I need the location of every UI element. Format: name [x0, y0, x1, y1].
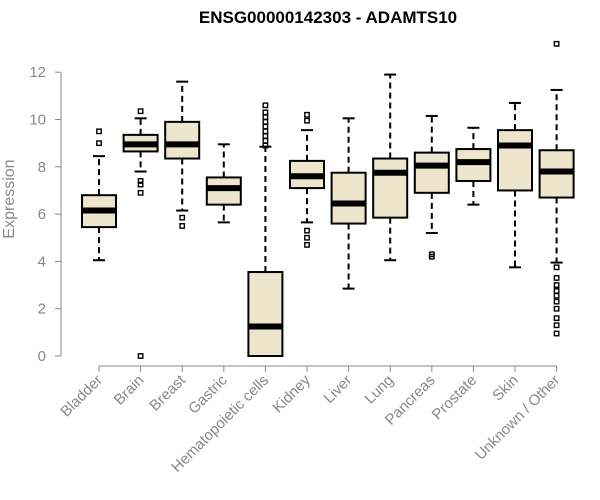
box-group — [205, 143, 242, 224]
outlier-point — [262, 114, 269, 121]
box-series — [81, 40, 575, 359]
outlier-point — [262, 128, 269, 135]
y-axis: 0 2 4 6 8 10 12 — [29, 64, 62, 365]
outlier-point — [96, 140, 102, 147]
outlier-point — [137, 108, 144, 115]
outlier-point — [553, 292, 560, 299]
outlier-point — [428, 253, 435, 260]
outlier-point — [553, 305, 560, 312]
outlier-point — [553, 298, 560, 305]
x-tick-label: Breast — [146, 371, 189, 414]
outlier-point — [553, 40, 560, 47]
outlier-point — [553, 288, 560, 294]
outlier-point — [137, 189, 144, 196]
box-rect — [247, 271, 284, 358]
outlier-point — [553, 264, 560, 271]
outlier-point — [179, 223, 186, 229]
outlier-point — [553, 282, 560, 288]
x-tick-label: Lung — [361, 372, 397, 408]
box-group — [247, 102, 284, 358]
outlier-point — [304, 227, 310, 234]
box-group — [330, 117, 367, 290]
x-tick-label: Liver — [320, 372, 355, 407]
outlier-point — [262, 133, 269, 139]
outlier-point — [262, 137, 269, 144]
y-tick-label: 12 — [29, 64, 46, 81]
outlier-point — [553, 315, 560, 322]
outlier-point — [179, 214, 186, 221]
outlier-point — [304, 117, 310, 124]
box-group — [413, 114, 450, 260]
y-axis-label: Expression — [1, 159, 18, 238]
x-tick-label: Brain — [111, 372, 148, 409]
x-tick-label: Skin — [489, 372, 522, 405]
box-group — [372, 73, 409, 262]
box-rect — [413, 151, 450, 194]
outlier-point — [137, 178, 144, 184]
outlier-point — [137, 181, 144, 188]
y-tick-label: 2 — [38, 301, 46, 318]
box-rect — [164, 120, 201, 160]
box-rect — [497, 129, 533, 192]
x-tick-label: Prostate — [429, 372, 481, 424]
box-group — [289, 111, 325, 248]
outlier-point — [553, 275, 560, 281]
outlier-point — [304, 111, 310, 118]
outlier-point — [137, 353, 144, 359]
outlier-point — [262, 118, 269, 125]
y-tick-label: 4 — [38, 253, 46, 270]
box-group — [81, 128, 117, 262]
box-group — [538, 40, 575, 337]
outlier-point — [262, 102, 269, 109]
outlier-point — [262, 109, 269, 116]
box-rect — [330, 171, 367, 225]
x-tick-label: Kidney — [269, 371, 314, 416]
box-group — [455, 126, 492, 206]
box-rect — [372, 157, 409, 219]
outlier-point — [553, 322, 560, 329]
box-group — [164, 80, 201, 229]
outlier-point — [262, 142, 269, 149]
box-group — [497, 101, 533, 269]
y-tick-label: 8 — [38, 159, 46, 176]
y-tick-label: 10 — [29, 112, 46, 129]
y-tick-label: 6 — [38, 206, 46, 223]
chart-title: ENSG00000142303 - ADAMTS10 — [199, 8, 457, 27]
y-tick-label: 0 — [38, 348, 46, 365]
outlier-point — [304, 234, 310, 241]
outlier-point — [262, 123, 269, 130]
x-tick-label: Bladder — [57, 372, 106, 421]
outlier-point — [553, 330, 560, 337]
outlier-point — [96, 128, 102, 135]
box-group — [122, 108, 159, 359]
outlier-point — [304, 241, 310, 248]
